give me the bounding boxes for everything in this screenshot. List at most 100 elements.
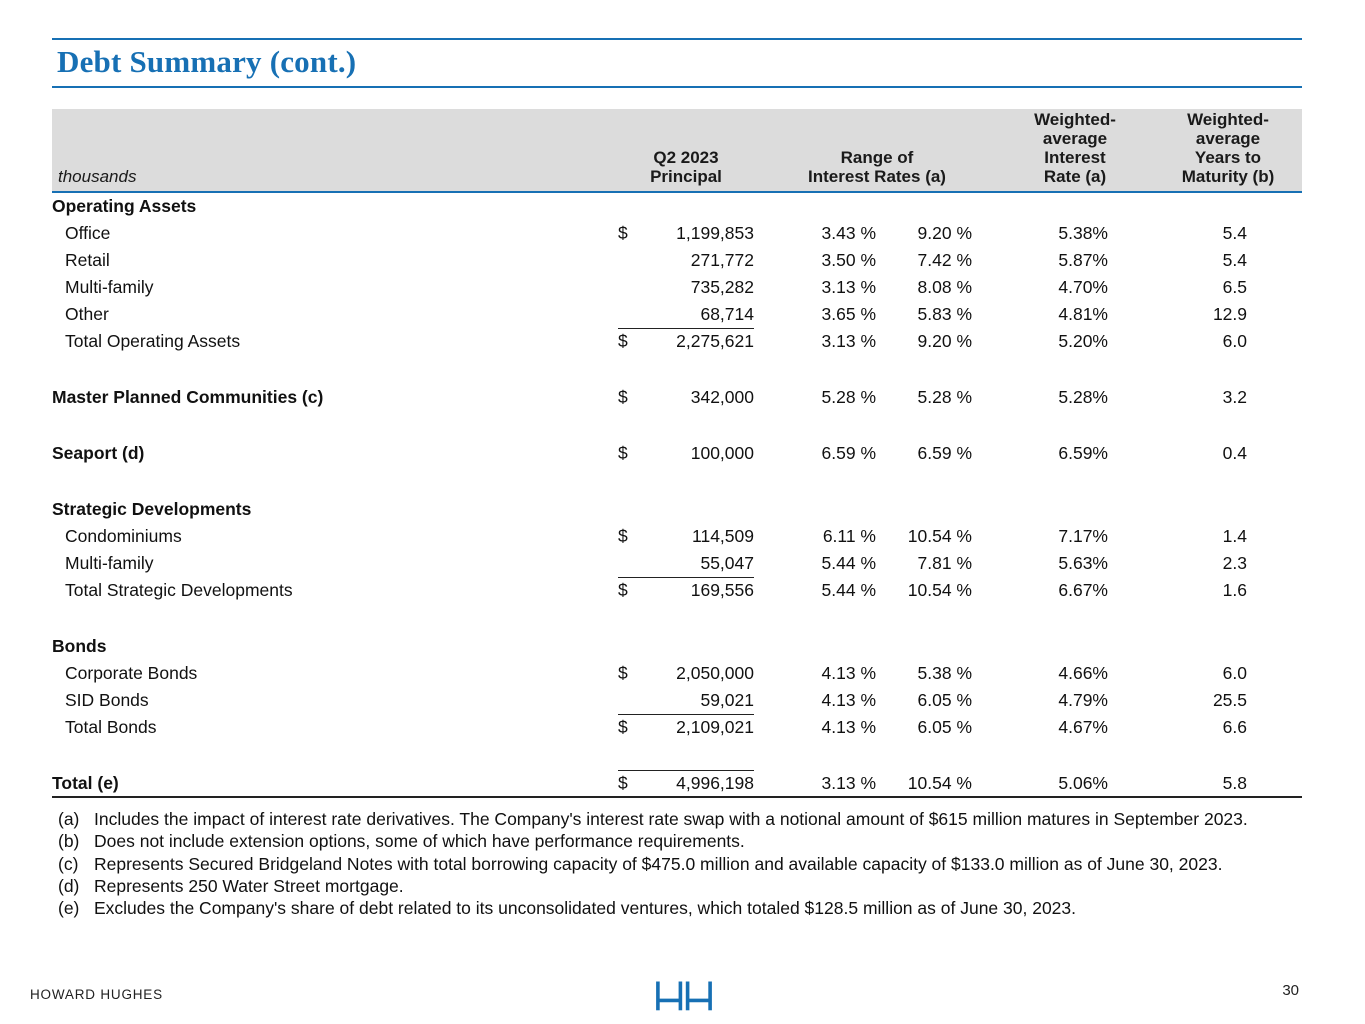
wa-rate-value bbox=[972, 633, 1108, 660]
footnote-text: Includes the impact of interest rate der… bbox=[94, 809, 1248, 829]
spacer-row bbox=[52, 604, 1302, 633]
currency-symbol: $ bbox=[618, 769, 644, 798]
wa-rate-value: 7.17% bbox=[1058, 526, 1108, 546]
row-label bbox=[52, 355, 618, 384]
row-padding bbox=[1247, 247, 1302, 274]
principal-value: 342,000 bbox=[690, 387, 754, 407]
years-value bbox=[1108, 467, 1247, 496]
rate-max-value: 10.54 % bbox=[876, 770, 972, 798]
rate-min-value bbox=[754, 467, 876, 496]
wa-rate-value: 5.63% bbox=[1058, 553, 1108, 573]
years-value: 12.9 bbox=[1212, 304, 1247, 324]
rate-max-value: 8.08 % bbox=[917, 277, 972, 297]
page-number: 30 bbox=[1282, 982, 1299, 999]
column-header-principal: Q2 2023 Principal bbox=[650, 148, 722, 186]
years-value: 6.0 bbox=[1222, 331, 1247, 351]
years-value bbox=[1108, 633, 1247, 660]
principal-value bbox=[644, 193, 754, 220]
footnote-label: (c) bbox=[58, 853, 79, 874]
title-block: Debt Summary (cont.) bbox=[52, 38, 1302, 88]
wa-rate-value: 4.70% bbox=[1058, 277, 1108, 297]
footnote-b: (b) Does not include extension options, s… bbox=[58, 830, 1308, 852]
currency-symbol: $ bbox=[618, 443, 628, 463]
row-padding bbox=[1247, 523, 1302, 550]
wa-rate-value bbox=[972, 355, 1108, 384]
wa-rate-value: 4.81% bbox=[1058, 304, 1108, 324]
currency-symbol: $ bbox=[618, 580, 628, 601]
years-value bbox=[1108, 193, 1247, 220]
row-padding bbox=[1247, 467, 1302, 496]
footer-brand: HOWARD HUGHES bbox=[30, 987, 163, 1002]
footnote-e: (e) Excludes the Company's share of debt … bbox=[58, 897, 1308, 919]
wa-rate-value: 5.20% bbox=[1058, 331, 1108, 351]
principal-value: 55,047 bbox=[644, 550, 754, 578]
footnote-label: (e) bbox=[58, 898, 80, 919]
years-value bbox=[1108, 496, 1247, 523]
column-header-wa-rate: Weighted- average Interest Rate (a) bbox=[1034, 110, 1116, 186]
table-row: Multi-family 735,282 3.13 % 8.08 % 4.70% 6.5 bbox=[52, 274, 1302, 301]
years-value: 5.4 bbox=[1222, 250, 1247, 270]
rate-min-value: 3.13 % bbox=[821, 277, 876, 297]
principal-value: 169,556 bbox=[690, 580, 754, 601]
footnote-text: Represents Secured Bridgeland Notes with… bbox=[94, 853, 1223, 874]
principal-value: 735,282 bbox=[690, 277, 754, 297]
rate-max-value: 9.20 % bbox=[917, 223, 972, 243]
table-row: Total Bonds $2,109,021 4.13 % 6.05 % 4.67% 6.… bbox=[52, 714, 1302, 741]
currency-symbol: $ bbox=[618, 387, 628, 407]
footnote-d: (d) Represents 250 Water Street mortgage. bbox=[58, 875, 1308, 897]
column-header-wa-years: Weighted- average Years to Maturity (b) bbox=[1181, 110, 1275, 186]
debt-summary-table: Operating Assets Office $1,199,853 3.43 % 9.… bbox=[52, 193, 1302, 798]
years-value: 5.8 bbox=[1108, 770, 1247, 798]
years-value: 2.3 bbox=[1222, 553, 1247, 573]
footnote-text: Represents 250 Water Street mortgage. bbox=[94, 875, 404, 896]
wa-rate-value: 5.87% bbox=[1058, 250, 1108, 270]
rate-min-value: 4.13 % bbox=[821, 717, 876, 737]
footnote-text: Does not include extension options, some… bbox=[94, 831, 745, 852]
currency-symbol bbox=[618, 633, 644, 660]
row-label: Total Strategic Developments bbox=[65, 580, 293, 600]
years-value: 1.6 bbox=[1222, 580, 1247, 600]
row-padding bbox=[1247, 328, 1302, 355]
principal-value: 100,000 bbox=[690, 443, 754, 463]
currency-symbol bbox=[618, 301, 644, 329]
currency-symbol bbox=[618, 274, 644, 301]
row-padding bbox=[1247, 355, 1302, 384]
row-padding bbox=[1247, 301, 1302, 328]
rate-min-value: 3.50 % bbox=[821, 250, 876, 270]
row-padding bbox=[1247, 577, 1302, 604]
rate-max-value: 5.83 % bbox=[917, 304, 972, 324]
wa-rate-value: 4.79% bbox=[1058, 690, 1108, 710]
currency-symbol bbox=[618, 496, 644, 523]
principal-value bbox=[644, 604, 754, 633]
row-padding bbox=[1247, 687, 1302, 714]
rate-min-value bbox=[754, 193, 876, 220]
table-row: Bonds bbox=[52, 633, 1302, 660]
row-label: Multi-family bbox=[65, 553, 154, 573]
years-value: 3.2 bbox=[1222, 387, 1247, 407]
row-padding bbox=[1247, 220, 1302, 247]
spacer-row bbox=[52, 355, 1302, 384]
row-label bbox=[52, 467, 618, 496]
table-row: SID Bonds 59,021 4.13 % 6.05 % 4.79% 25.5 bbox=[52, 687, 1302, 715]
footnote-label: (a) bbox=[58, 809, 80, 829]
footnote-a: (a) Includes the impact of interest rate … bbox=[58, 808, 1308, 830]
page-title: Debt Summary (cont.) bbox=[57, 44, 357, 79]
row-label bbox=[52, 411, 618, 440]
wa-rate-value bbox=[972, 467, 1108, 496]
row-padding bbox=[1247, 660, 1302, 687]
rate-min-value: 3.65 % bbox=[821, 304, 876, 324]
row-label: Total (e) bbox=[52, 770, 618, 798]
wa-rate-value bbox=[972, 193, 1108, 220]
rate-min-value: 6.11 % bbox=[822, 526, 876, 546]
table-row: Total Operating Assets $2,275,621 3.13 % 9.… bbox=[52, 328, 1302, 355]
rate-max-value bbox=[876, 355, 972, 384]
rate-min-value bbox=[754, 604, 876, 633]
spacer-row bbox=[52, 467, 1302, 496]
wa-rate-value: 4.67% bbox=[1058, 717, 1108, 737]
currency-symbol bbox=[618, 687, 644, 715]
unit-label: thousands bbox=[58, 167, 137, 186]
wa-rate-value bbox=[972, 496, 1108, 523]
years-value: 1.4 bbox=[1222, 526, 1247, 546]
years-value bbox=[1108, 355, 1247, 384]
